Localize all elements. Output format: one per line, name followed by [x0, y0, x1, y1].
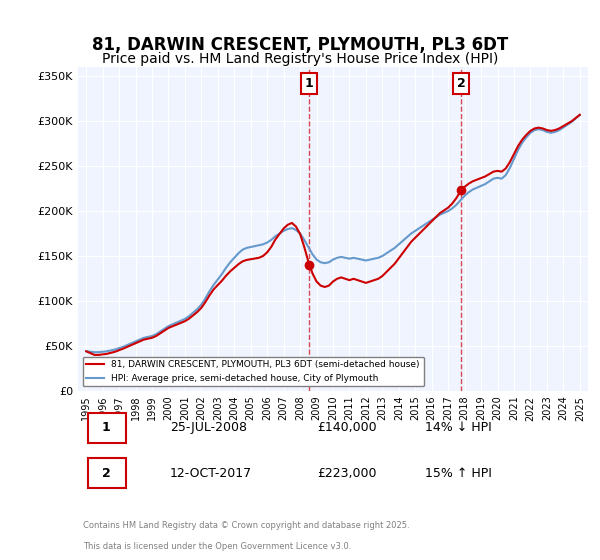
Text: 2: 2	[101, 466, 110, 479]
Text: 2: 2	[457, 77, 466, 90]
Legend: 81, DARWIN CRESCENT, PLYMOUTH, PL3 6DT (semi-detached house), HPI: Average price: 81, DARWIN CRESCENT, PLYMOUTH, PL3 6DT (…	[83, 357, 424, 386]
Text: This data is licensed under the Open Government Licence v3.0.: This data is licensed under the Open Gov…	[83, 542, 352, 551]
Text: 81, DARWIN CRESCENT, PLYMOUTH, PL3 6DT: 81, DARWIN CRESCENT, PLYMOUTH, PL3 6DT	[92, 36, 508, 54]
Text: £223,000: £223,000	[318, 466, 377, 479]
FancyBboxPatch shape	[88, 458, 127, 488]
FancyBboxPatch shape	[88, 413, 127, 443]
Text: 1: 1	[101, 421, 110, 434]
Text: 1: 1	[305, 77, 314, 90]
Text: Price paid vs. HM Land Registry's House Price Index (HPI): Price paid vs. HM Land Registry's House …	[102, 52, 498, 66]
Text: 25-JUL-2008: 25-JUL-2008	[170, 421, 247, 434]
Text: 14% ↓ HPI: 14% ↓ HPI	[425, 421, 491, 434]
Text: 15% ↑ HPI: 15% ↑ HPI	[425, 466, 491, 479]
Text: Contains HM Land Registry data © Crown copyright and database right 2025.: Contains HM Land Registry data © Crown c…	[83, 521, 410, 530]
Text: 12-OCT-2017: 12-OCT-2017	[170, 466, 252, 479]
Text: £140,000: £140,000	[318, 421, 377, 434]
